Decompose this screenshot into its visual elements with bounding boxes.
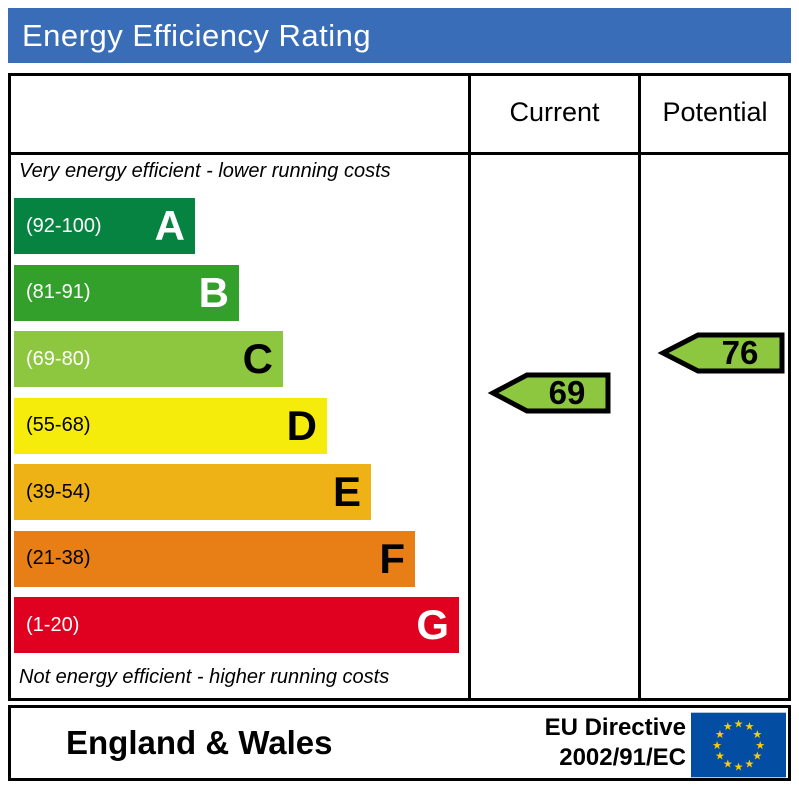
band-range-label: (21-38)	[26, 547, 91, 569]
rating-table-frame	[8, 73, 791, 701]
eu-flag-star: ★	[723, 721, 733, 733]
band-letter: F	[379, 534, 405, 582]
bottom-note: Not energy efficient - higher running co…	[19, 666, 390, 688]
band-letter: B	[198, 268, 229, 316]
epc-band-c: (69-80) C	[14, 331, 283, 387]
header-row-divider	[8, 152, 791, 155]
eu-flag-star: ★	[755, 740, 765, 752]
band-range-label: (81-91)	[26, 281, 91, 303]
eu-flag-stars: ★ ★★★★★★★★★★★	[712, 718, 765, 773]
current-column-divider	[468, 73, 471, 701]
band-letter: A	[154, 202, 185, 249]
band-range-label: (92-100)	[26, 214, 102, 237]
current-rating-value: 69	[549, 374, 586, 411]
eu-directive-line2: 2002/91/EC	[559, 744, 686, 771]
current-column-header: Current	[471, 73, 638, 152]
eu-flag-star: ★	[752, 751, 762, 763]
epc-band-a: (92-100) A	[14, 198, 195, 254]
eu-directive-line1: EU Directive	[544, 714, 686, 741]
title-bar: Energy Efficiency Rating	[8, 8, 791, 63]
band-letter: E	[332, 468, 361, 515]
eu-flag-star: ★	[734, 761, 744, 773]
eu-flag-star: ★	[715, 729, 725, 741]
potential-column-divider	[638, 73, 641, 701]
band-range-label: (39-54)	[26, 480, 91, 503]
epc-band-d: (55-68) D	[14, 397, 327, 454]
eu-flag-star: ★	[723, 759, 733, 771]
top-note: Very energy efficient - lower running co…	[19, 160, 391, 182]
potential-rating-value: 76	[722, 334, 759, 371]
eu-flag-star: ★	[734, 718, 744, 730]
epc-bands: (92-100) A (81-91) B (69-80) C (55-68) D (39-54)…	[14, 198, 466, 653]
eu-flag-star: ★	[712, 740, 722, 752]
potential-arrow-shape	[657, 332, 785, 374]
eu-flag-star: ★	[752, 729, 762, 741]
potential-rating-arrow: 76	[657, 332, 785, 374]
band-range-label: (1-20)	[26, 613, 80, 636]
eu-directive-text: EU Directive 2002/91/EC	[545, 708, 686, 778]
band-letter: G	[416, 601, 449, 648]
current-header-label: Current	[509, 97, 600, 127]
eu-flag-icon: ★ ★★★★★★★★★★★	[691, 712, 786, 778]
region-label: England & Wales	[66, 724, 333, 761]
current-arrow-shape	[487, 372, 611, 414]
potential-header-label: Potential	[662, 97, 768, 127]
page-title: Energy Efficiency Rating	[22, 17, 372, 53]
band-range-label: (55-68)	[26, 414, 91, 436]
epc-band-g: (1-20) G	[14, 597, 459, 653]
eu-flag-star: ★	[744, 759, 754, 771]
band-letter: C	[242, 335, 273, 382]
eu-flag-star: ★	[744, 721, 754, 733]
epc-band-b: (81-91) B	[14, 264, 239, 321]
band-range-label: (69-80)	[26, 347, 91, 370]
footer-bar: England & Wales EU Directive 2002/91/EC …	[8, 705, 791, 781]
eu-flag-field	[691, 712, 786, 778]
epc-band-f: (21-38) F	[14, 530, 415, 587]
current-rating-arrow: 69	[487, 372, 611, 414]
eu-flag-star: ★	[715, 751, 725, 763]
epc-band-e: (39-54) E	[14, 464, 371, 520]
band-letter: D	[286, 401, 317, 449]
potential-column-header: Potential	[641, 73, 789, 152]
